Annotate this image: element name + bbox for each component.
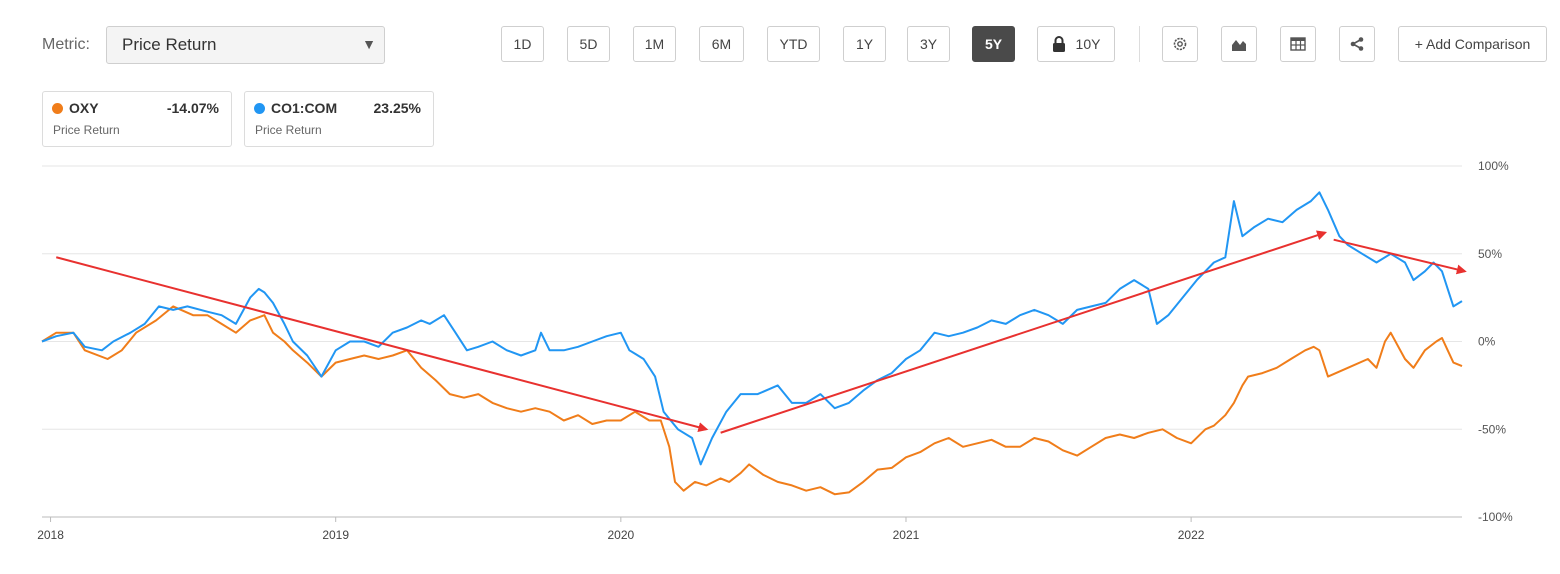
x-tick-label: 2022 [1178,528,1205,542]
range-button-3y[interactable]: 3Y [907,26,950,62]
legend-card-co1[interactable]: CO1:COM 23.25% Price Return [244,91,434,147]
trend-arrow [1333,238,1467,275]
toolbar-separator [1139,26,1140,62]
trend-arrow [720,230,1328,434]
range-button-1m[interactable]: 1M [633,26,676,62]
legend-metric: Price Return [255,123,322,137]
legend-value: -14.07% [166,100,219,116]
share-icon [1350,37,1364,51]
y-tick-label: 50% [1478,247,1502,261]
legend-symbol: OXY [69,100,99,116]
add-comparison-button[interactable]: + Add Comparison [1398,26,1547,62]
range-button-5y[interactable]: 5Y [972,26,1015,62]
legend-value: 23.25% [373,100,421,116]
settings-button[interactable] [1162,26,1198,62]
lock-icon [1052,36,1065,52]
table-icon [1290,37,1306,51]
area-chart-icon [1232,40,1246,51]
range-button-10y[interactable]: 10Y [1037,26,1115,62]
metric-select[interactable]: Price Return ▼ [106,26,385,64]
series-color-dot [52,103,63,114]
gear-icon [1173,37,1187,51]
legend-card-oxy[interactable]: OXY -14.07% Price Return [42,91,232,147]
range-button-10y-label: 10Y [1075,36,1101,52]
metric-select-value: Price Return [122,35,217,54]
x-tick-label: 2018 [37,528,64,542]
series-line-co1-com [41,191,1463,466]
range-button-1y[interactable]: 1Y [843,26,886,62]
chart-type-button[interactable] [1221,26,1257,62]
y-tick-label: -100% [1478,510,1513,524]
legend-symbol: CO1:COM [271,100,338,116]
series-line-oxy [41,305,1463,496]
range-button-1d[interactable]: 1D [501,26,544,62]
range-button-ytd[interactable]: YTD [767,26,820,62]
range-button-6m[interactable]: 6M [699,26,744,62]
x-tick-label: 2021 [893,528,920,542]
series-color-dot [254,103,265,114]
metric-label: Metric: [42,36,90,53]
x-tick-label: 2020 [607,528,634,542]
legend-metric: Price Return [53,123,120,137]
table-view-button[interactable] [1280,26,1316,62]
chevron-down-icon: ▼ [362,36,376,52]
range-button-5d[interactable]: 5D [567,26,610,62]
share-button[interactable] [1339,26,1375,62]
x-tick-label: 2019 [322,528,349,542]
y-tick-label: 100% [1478,159,1509,173]
trend-arrow [56,256,709,433]
y-tick-label: 0% [1478,335,1496,349]
y-tick-label: -50% [1478,422,1506,436]
